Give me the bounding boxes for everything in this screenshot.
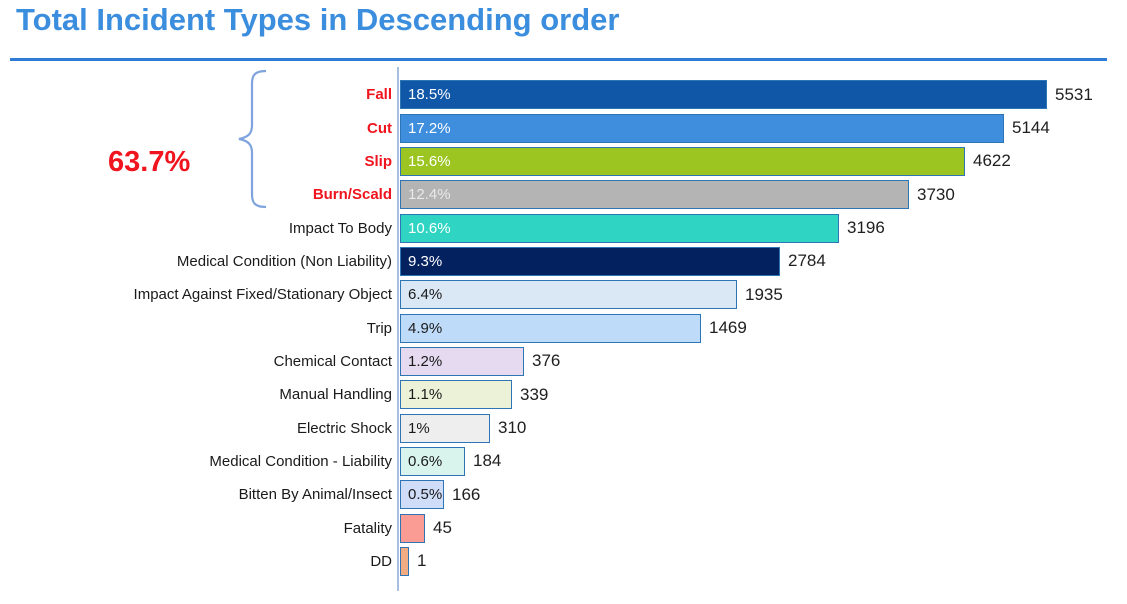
value-label: 166 bbox=[452, 484, 481, 504]
value-label: 376 bbox=[532, 351, 561, 371]
group-percent-annotation: 63.7% bbox=[108, 146, 191, 178]
percent-label: 18.5% bbox=[408, 86, 451, 104]
bar-medical-condition-liability: 0.6% bbox=[400, 446, 465, 476]
chart-row: Medical Condition (Non Liability) 9.3% 278… bbox=[0, 245, 1127, 278]
chart-row: Chemical Contact 1.2% 376 bbox=[0, 345, 1127, 378]
percent-label: 15.6% bbox=[408, 152, 451, 170]
bar-chemical-contact: 1.2% bbox=[400, 346, 524, 376]
value-label: 3730 bbox=[917, 184, 955, 204]
chart-row: Burn/Scald 12.4% 3730 bbox=[0, 178, 1127, 211]
category-label: Medical Condition (Non Liability) bbox=[176, 252, 392, 270]
category-label: Impact To Body bbox=[288, 219, 392, 237]
bar-trip: 4.9% bbox=[400, 313, 701, 343]
category-label: Electric Shock bbox=[296, 419, 392, 437]
chart-row: Impact To Body 10.6% 3196 bbox=[0, 211, 1127, 244]
bar-bitten-by-animal-insect: 0.5% bbox=[400, 480, 444, 510]
percent-label: 12.4% bbox=[408, 186, 451, 204]
chart-row: Trip 4.9% 1469 bbox=[0, 311, 1127, 344]
percent-label: 10.6% bbox=[408, 219, 451, 237]
category-label: Medical Condition - Liability bbox=[209, 452, 392, 470]
chart-row: Impact Against Fixed/Stationary Object 6.… bbox=[0, 278, 1127, 311]
value-label: 3196 bbox=[847, 218, 885, 238]
percent-label: 0.6% bbox=[408, 452, 443, 470]
value-label: 5144 bbox=[1012, 118, 1050, 138]
chart-row: Bitten By Animal/Insect 0.5% 166 bbox=[0, 478, 1127, 511]
value-label: 1935 bbox=[745, 284, 783, 304]
value-label: 184 bbox=[473, 451, 502, 471]
percent-label: 1% bbox=[408, 419, 430, 437]
percent-label: 4.9% bbox=[408, 319, 443, 337]
page-title: Total Incident Types in Descending order bbox=[16, 2, 620, 37]
value-axis-line bbox=[397, 67, 399, 591]
chart-row: Medical Condition - Liability 0.6% 184 bbox=[0, 445, 1127, 478]
bar-electric-shock: 1% bbox=[400, 413, 490, 443]
percent-label: 17.2% bbox=[408, 119, 451, 137]
chart-row: Cut 17.2% 5144 bbox=[0, 111, 1127, 144]
percent-label: 9.3% bbox=[408, 252, 443, 270]
bar-impact-to-body: 10.6% bbox=[400, 213, 839, 243]
chart-row: DD 1 bbox=[0, 545, 1127, 578]
value-label: 4622 bbox=[973, 151, 1011, 171]
percent-label: 1.2% bbox=[408, 352, 443, 370]
bar-impact-against-fixed-stationary-object: 6.4% bbox=[400, 280, 737, 310]
value-label: 5531 bbox=[1055, 84, 1093, 104]
category-label: Fall bbox=[366, 86, 392, 104]
value-label: 310 bbox=[498, 418, 527, 438]
value-label: 1 bbox=[417, 551, 427, 571]
category-label: Slip bbox=[364, 152, 392, 170]
category-label: Fatality bbox=[343, 519, 392, 537]
bar-burn-scald: 12.4% bbox=[400, 180, 909, 210]
bar-rows-container: Fall 18.5% 5531 Cut 17.2% 5144 Slip 15.6% 4622 Bu… bbox=[0, 78, 1127, 578]
group-brace bbox=[238, 69, 267, 209]
bar-fall: 18.5% bbox=[400, 80, 1047, 110]
category-label: Bitten By Animal/Insect bbox=[238, 486, 392, 504]
chart-row: Fall 18.5% 5531 bbox=[0, 78, 1127, 111]
category-label: Cut bbox=[367, 119, 392, 137]
chart-row: Slip 15.6% 4622 bbox=[0, 145, 1127, 178]
bar-slip: 15.6% bbox=[400, 146, 965, 176]
chart-row: Electric Shock 1% 310 bbox=[0, 411, 1127, 444]
chart-row: Manual Handling 1.1% 339 bbox=[0, 378, 1127, 411]
chart-row: Fatality 45 bbox=[0, 511, 1127, 544]
category-label: DD bbox=[370, 552, 392, 570]
category-label: Manual Handling bbox=[279, 386, 392, 404]
value-label: 339 bbox=[520, 384, 549, 404]
category-label: Chemical Contact bbox=[273, 352, 392, 370]
bar-medical-condition-non-liability-: 9.3% bbox=[400, 246, 780, 276]
category-label: Impact Against Fixed/Stationary Object bbox=[133, 286, 392, 304]
bar-manual-handling: 1.1% bbox=[400, 380, 512, 410]
percent-label: 0.5% bbox=[408, 486, 443, 504]
bar-cut: 17.2% bbox=[400, 113, 1004, 143]
bar-fatality bbox=[400, 513, 425, 543]
percent-label: 6.4% bbox=[408, 286, 443, 304]
value-label: 2784 bbox=[788, 251, 826, 271]
value-label: 45 bbox=[433, 518, 452, 538]
percent-label: 1.1% bbox=[408, 386, 443, 404]
value-label: 1469 bbox=[709, 318, 747, 338]
bar-dd bbox=[400, 546, 409, 576]
title-divider bbox=[10, 58, 1107, 61]
category-label: Trip bbox=[366, 319, 392, 337]
category-label: Burn/Scald bbox=[312, 186, 392, 204]
